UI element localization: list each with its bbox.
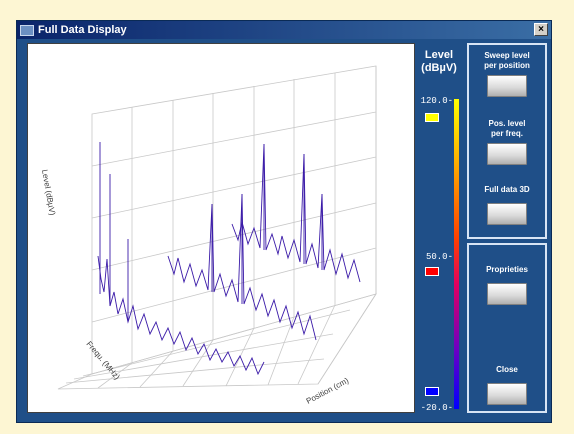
scale-min-label: -20.0- bbox=[420, 403, 453, 413]
properties-group: Proprieties bbox=[469, 265, 545, 305]
spectrum-trace-back bbox=[231, 143, 361, 283]
grid-floor bbox=[57, 293, 377, 390]
pos-level-button[interactable] bbox=[487, 143, 527, 165]
pos-level-label-1: Pos. level bbox=[488, 119, 526, 128]
close-window-button[interactable]: × bbox=[534, 23, 548, 36]
level-color-scale: Level (dBµV) 120.0- 50.0- -20.0- bbox=[415, 43, 463, 413]
properties-button[interactable] bbox=[487, 283, 527, 305]
swatch-mid[interactable] bbox=[425, 267, 439, 276]
3d-plot-area[interactable]: Level (dBµV) Frequ. (MHz) Position (cm) bbox=[27, 43, 415, 413]
full-3d-button[interactable] bbox=[487, 203, 527, 225]
spectrum-trace-front bbox=[97, 255, 265, 376]
app-icon bbox=[20, 24, 34, 36]
view-buttons-panel: Sweep level per position Pos. level per … bbox=[467, 43, 547, 239]
scale-title: Level (dBµV) bbox=[415, 49, 463, 75]
grid-side-wall bbox=[317, 66, 377, 385]
properties-label: Proprieties bbox=[486, 265, 528, 274]
pos-level-group: Pos. level per freq. bbox=[469, 119, 545, 165]
pos-level-label-2: per freq. bbox=[490, 129, 523, 138]
sweep-level-label-2: per position bbox=[484, 61, 530, 70]
3d-plot-canvas: Level (dBµV) Frequ. (MHz) Position (cm) bbox=[40, 65, 377, 406]
axis-label-frequency: Frequ. (MHz) bbox=[84, 340, 121, 382]
close-group: Close bbox=[469, 365, 545, 405]
sweep-level-label-1: Sweep level bbox=[484, 51, 530, 60]
axis-label-position: Position (cm) bbox=[305, 376, 351, 406]
action-buttons-panel: Proprieties Close bbox=[467, 243, 547, 413]
full-3d-label: Full data 3D bbox=[484, 185, 530, 194]
sweep-level-button[interactable] bbox=[487, 75, 527, 97]
title-bar[interactable]: Full Data Display × bbox=[17, 21, 551, 39]
scale-title-line2: (dBµV) bbox=[421, 62, 457, 74]
close-button[interactable] bbox=[487, 383, 527, 405]
spectrum-traces bbox=[97, 142, 361, 376]
full-data-display-window: Full Data Display × bbox=[16, 20, 552, 423]
swatch-min[interactable] bbox=[425, 387, 439, 396]
axis-label-level: Level (dBµV) bbox=[40, 169, 57, 217]
window-title: Full Data Display bbox=[38, 24, 127, 36]
swatch-max[interactable] bbox=[425, 113, 439, 122]
scale-title-line1: Level bbox=[424, 49, 454, 61]
grid-back-wall bbox=[91, 65, 377, 375]
scale-mid-label: 50.0- bbox=[425, 252, 453, 262]
sweep-level-group: Sweep level per position bbox=[469, 51, 545, 97]
spectrum-trace-middle bbox=[167, 193, 317, 341]
close-label: Close bbox=[496, 365, 518, 374]
full-3d-group: Full data 3D bbox=[469, 185, 545, 225]
scale-max-label: 120.0- bbox=[420, 96, 453, 106]
colorbar bbox=[454, 99, 459, 409]
